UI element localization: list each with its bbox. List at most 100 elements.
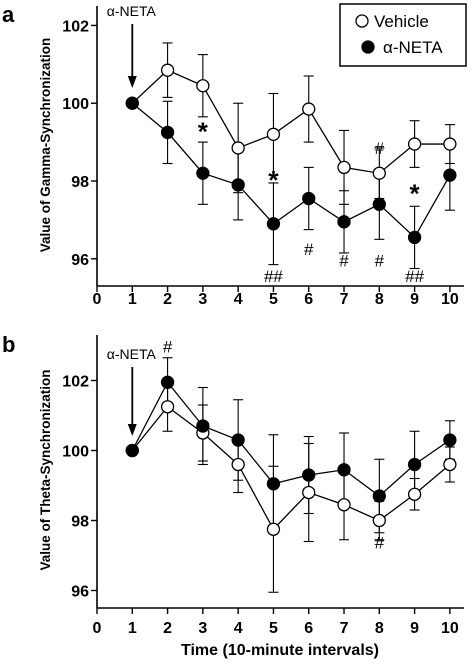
panel-b-significance-hash: # [163,338,173,357]
panel-b-x-tick-label: 2 [163,620,172,637]
panel-a-point-neta [407,230,422,245]
panel-b-point-vehicle [407,487,422,501]
panel-a-point-neta [196,166,210,180]
panel-a-point-neta [160,125,175,140]
panel-a-significance-hash: # [304,240,314,259]
panel-a-significance-star: * [410,179,421,209]
panel-b-point-neta [407,457,422,472]
panel-a-point-vehicle [372,166,386,180]
panel-a-point-neta [337,215,351,229]
panel-b-point-neta [196,419,210,433]
panel-a-x-tick-label: 0 [93,291,102,308]
panel-a-x-tick-label: 2 [163,291,172,308]
panel-b-point-vehicle [443,457,457,472]
panel-b-point-vehicle [266,522,281,536]
panel-b-x-tick-label: 1 [128,620,137,637]
panel-a-x-tick-label: 8 [375,291,384,308]
panel-b-y-tick-label: 102 [62,374,89,391]
panel-a-arrow-label: α-NETA [107,3,157,19]
legend-neta-label: α-NETA [383,38,443,57]
panel-a-y-tick-label: 102 [62,18,89,35]
panel-a-point-vehicle [407,137,422,151]
panel-a-significance-hash: ## [264,267,283,286]
panel-b-point-neta [443,433,457,447]
panel-b-point-neta [302,468,316,482]
panel-b-x-tick-label: 4 [234,620,243,637]
panel-a-significance-star: * [268,165,279,195]
panel-a-y-tick-label: 96 [71,252,89,269]
panel-b-chart: 96 98 100 102 0 1 2 3 4 5 6 7 8 9 10 Value of Theta-Syn… [38,335,464,637]
panel-b-x-tick-label: 10 [441,620,459,637]
panel-b-point-vehicle [160,400,175,414]
panel-b-point-neta [125,443,139,458]
panel-b-y-tick-label: 98 [71,514,89,531]
panel-a-x-tick-label: 9 [410,291,419,308]
panel-b-point-neta [231,433,245,447]
panel-a-x-tick-label: 10 [441,291,459,308]
panel-a-point-vehicle [337,160,351,175]
panel-a-point-neta [372,197,386,211]
panel-a-point-neta [125,96,139,110]
panel-a-point-vehicle [231,141,245,155]
legend-vehicle-label: Vehicle [374,12,429,31]
panel-a-point-vehicle [266,127,281,141]
panel-a-letter: a [2,2,15,27]
panel-b-point-neta [372,489,386,503]
legend-vehicle-marker [355,14,369,28]
panel-a-y-axis-label: Value of Gamma-Synchronization [38,38,53,253]
panel-b-y-tick-label: 96 [71,584,89,601]
panel-b-arrow-label: α-NETA [107,346,157,362]
panel-b-point-neta [266,477,281,491]
panel-b-x-tick-label: 7 [340,620,349,637]
panel-a-arrow-head [127,76,137,88]
panel-b-series-line-neta [131,381,451,497]
panel-b-x-tick-label: 5 [269,620,278,637]
panel-a-point-vehicle [196,79,210,93]
panel-b-significance-hash: # [375,534,385,553]
panel-a-point-vehicle [443,137,457,151]
panel-b-x-tick-label: 8 [375,620,384,637]
panel-a-series-line-neta [131,102,451,239]
panel-b-x-tick-label: 6 [304,620,313,637]
panel-b-y-tick-label: 100 [62,444,89,461]
legend: Vehicle α-NETA [339,3,467,67]
panel-a-point-neta [302,191,316,206]
panel-b-x-tick-label: 0 [93,620,102,637]
panel-a-significance-star: * [198,116,209,146]
panel-a-point-neta [443,168,457,182]
panel-b-point-vehicle [302,485,316,500]
panel-b-x-tick-label: 9 [410,620,419,637]
panel-b-point-neta [160,375,175,389]
panel-a-x-tick-label: 1 [128,291,137,308]
legend-box [339,3,467,67]
panel-a-point-vehicle [160,63,175,77]
panel-a-x-tick-label: 4 [234,291,243,308]
panel-b-point-vehicle [372,513,386,528]
panel-a-y-tick-label: 98 [71,174,89,191]
panel-a-significance-hash: # [375,139,385,158]
panel-a-point-vehicle [302,102,316,116]
panel-b-arrow-head [127,424,137,436]
panel-a-significance-hash: # [375,252,385,271]
panel-a-x-tick-label: 7 [340,291,349,308]
panel-b-point-neta [337,463,351,477]
panel-a-significance-hash: # [339,252,349,271]
panel-a-x-tick-label: 6 [304,291,313,308]
panel-b-point-vehicle [337,498,351,512]
legend-neta-marker [361,40,375,54]
panel-a-chart: 96 98 100 102 0 1 2 3 4 5 6 7 8 9 10 Value of Gamma-Syn… [38,3,464,308]
panel-a-x-tick-label: 3 [198,291,207,308]
panel-a-point-neta [266,217,281,231]
panel-a-x-tick-label: 5 [269,291,278,308]
panel-b-letter: b [2,332,15,357]
panel-a-significance-hash: ## [405,267,424,286]
x-axis-label: Time (10-minute intervals) [181,642,379,659]
panel-a-point-neta [231,178,245,192]
panel-a-series-line-vehicle [131,69,450,174]
panel-b-point-vehicle [231,457,245,472]
panel-b-series-line-vehicle [131,405,451,531]
panel-b-x-tick-label: 3 [198,620,207,637]
panel-a-y-tick-label: 100 [62,96,89,113]
panel-b-y-axis-label: Value of Theta-Synchronization [38,369,53,570]
